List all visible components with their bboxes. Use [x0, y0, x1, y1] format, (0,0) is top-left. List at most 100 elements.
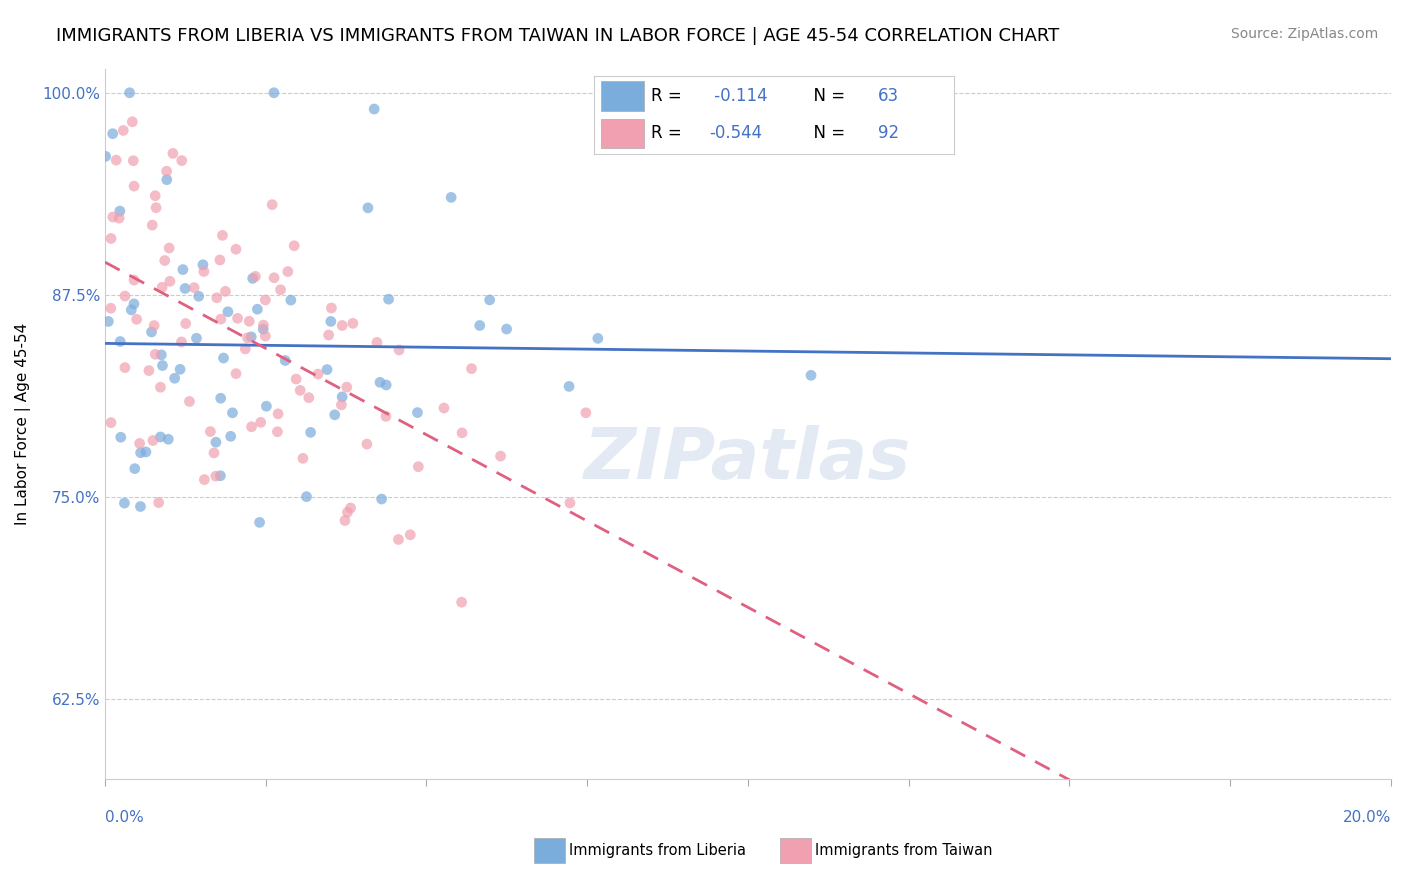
Point — [575, 406, 598, 420]
Point — [143, 347, 166, 361]
Point — [318, 328, 340, 343]
Point — [170, 153, 193, 168]
Point — [149, 380, 172, 394]
Point — [254, 293, 277, 307]
Point — [460, 361, 482, 376]
Point — [156, 172, 179, 186]
Point — [214, 285, 236, 299]
Point — [330, 398, 353, 412]
Point — [108, 204, 131, 219]
Point — [388, 343, 411, 357]
Bar — [780, 838, 811, 863]
Point — [240, 330, 263, 344]
Point — [387, 533, 409, 547]
Point — [254, 399, 277, 413]
Point — [129, 446, 152, 460]
Point — [156, 164, 179, 178]
Point — [143, 318, 166, 333]
Point — [252, 322, 274, 336]
Point — [586, 331, 609, 345]
Point — [94, 149, 117, 163]
Point — [478, 293, 501, 307]
Point — [209, 468, 232, 483]
Point — [120, 302, 142, 317]
Point — [163, 371, 186, 385]
Point — [342, 317, 364, 331]
Point — [150, 348, 173, 362]
Point — [208, 252, 231, 267]
Point — [162, 146, 184, 161]
Point — [267, 407, 290, 421]
Point — [336, 505, 359, 519]
Point — [221, 406, 243, 420]
Point — [319, 314, 342, 328]
Text: Immigrants from Liberia: Immigrants from Liberia — [569, 844, 747, 858]
Point — [266, 425, 288, 439]
Point — [174, 281, 197, 295]
Point — [339, 500, 361, 515]
Point — [159, 274, 181, 288]
Point — [112, 123, 135, 137]
Point — [108, 211, 131, 226]
Point — [249, 416, 271, 430]
Point — [174, 317, 197, 331]
Point — [368, 376, 391, 390]
Point — [152, 359, 174, 373]
Point — [112, 496, 135, 510]
Point — [97, 314, 120, 328]
Point — [270, 283, 292, 297]
Point — [433, 401, 456, 415]
Point — [263, 270, 285, 285]
Point — [233, 342, 256, 356]
Point — [249, 516, 271, 530]
Point — [101, 210, 124, 224]
Point — [135, 445, 157, 459]
Text: Source: ZipAtlas.com: Source: ZipAtlas.com — [1230, 27, 1378, 41]
Bar — [534, 838, 565, 863]
Point — [100, 416, 122, 430]
Point — [558, 496, 581, 510]
Point — [333, 514, 356, 528]
Point — [204, 469, 226, 483]
Point — [205, 435, 228, 450]
Point — [321, 301, 343, 315]
Point — [280, 293, 302, 307]
Point — [370, 491, 392, 506]
Point — [122, 153, 145, 168]
Point — [101, 127, 124, 141]
Point — [209, 312, 232, 326]
Text: 20.0%: 20.0% — [1343, 810, 1391, 825]
Point — [118, 86, 141, 100]
Point — [141, 218, 163, 232]
Y-axis label: In Labor Force | Age 45-54: In Labor Force | Age 45-54 — [15, 323, 31, 525]
Point — [100, 301, 122, 316]
Point — [299, 425, 322, 440]
Point — [316, 362, 339, 376]
Point — [157, 432, 180, 446]
Point — [245, 269, 267, 284]
Point — [330, 390, 353, 404]
Point — [169, 362, 191, 376]
Point — [226, 311, 249, 326]
Point — [202, 446, 225, 460]
Point — [211, 228, 233, 243]
Point — [157, 241, 180, 255]
Point — [450, 595, 472, 609]
Point — [377, 292, 399, 306]
Point — [440, 190, 463, 204]
Point — [149, 430, 172, 444]
Point — [100, 231, 122, 245]
Point — [399, 528, 422, 542]
Point — [363, 102, 385, 116]
Point — [374, 409, 396, 424]
Point — [800, 368, 823, 383]
Point — [191, 258, 214, 272]
Point — [274, 353, 297, 368]
Point — [179, 394, 201, 409]
Point — [212, 351, 235, 365]
Point — [114, 360, 136, 375]
Point — [217, 304, 239, 318]
Point — [307, 367, 329, 381]
Text: IMMIGRANTS FROM LIBERIA VS IMMIGRANTS FROM TAIWAN IN LABOR FORCE | AGE 45-54 COR: IMMIGRANTS FROM LIBERIA VS IMMIGRANTS FR… — [56, 27, 1060, 45]
Point — [225, 242, 247, 256]
